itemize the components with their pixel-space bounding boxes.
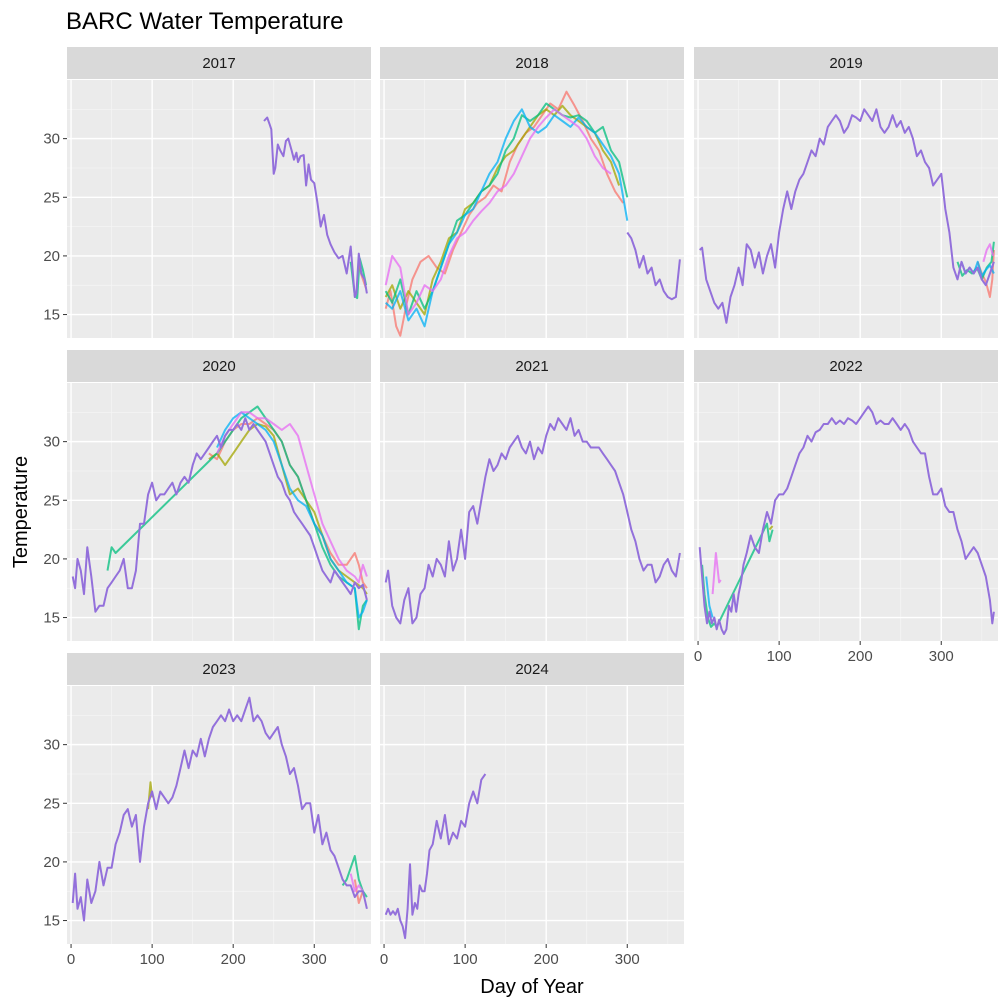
facet-panel-2018: 2018 — [380, 47, 684, 338]
facet-panel-2024: 2024 0 100 200 300 — [380, 653, 684, 968]
series-line-purple — [699, 108, 995, 324]
facet-panels: 2017 15 20 25 30 2018 2019 2020 15 20 25 30 2021 2022… — [43, 47, 998, 968]
series-line-olive — [768, 525, 774, 531]
series-line-blue — [216, 411, 368, 619]
series-line-purple — [384, 773, 487, 940]
series-line-red — [384, 90, 625, 337]
series-line-purple — [71, 696, 368, 922]
facet-strip-label: 2018 — [515, 55, 548, 72]
panel-background — [67, 80, 371, 338]
chart-title: BARC Water Temperature — [66, 8, 343, 35]
series-group — [384, 773, 487, 940]
facet-panel-2017: 2017 15 20 25 30 — [43, 47, 371, 338]
facet-strip-label: 2020 — [202, 358, 235, 375]
facet-strip-label: 2017 — [202, 55, 235, 72]
series-line-olive — [208, 423, 368, 595]
series-group — [263, 116, 368, 300]
x-tick-label: 0 — [380, 951, 388, 968]
panel-background — [380, 383, 684, 641]
series-group — [698, 405, 995, 635]
series-group — [71, 696, 368, 922]
series-group — [71, 405, 368, 631]
facet-panel-2021: 2021 — [380, 350, 684, 641]
facet-strip-label: 2022 — [829, 358, 862, 375]
x-axis-title: Day of Year — [480, 976, 584, 998]
facet-strip-label: 2024 — [515, 661, 548, 678]
y-tick-label: 20 — [43, 854, 60, 871]
series-line-pink — [982, 243, 995, 263]
series-line-pink — [711, 552, 722, 595]
x-tick-label: 200 — [221, 951, 246, 968]
series-line-purple — [698, 405, 995, 635]
x-tick-label: 200 — [848, 648, 873, 665]
facet-strip — [380, 47, 684, 79]
facet-strip-label: 2019 — [829, 55, 862, 72]
panel-background — [694, 80, 998, 338]
series-line-green — [701, 522, 774, 628]
panel-background — [67, 686, 371, 944]
y-tick-label: 30 — [43, 131, 60, 148]
facet-strip — [380, 350, 684, 382]
series-line-green — [384, 102, 629, 316]
facet-strip — [380, 653, 684, 685]
y-tick-label: 25 — [43, 189, 60, 206]
y-tick-label: 20 — [43, 551, 60, 568]
series-line-blue — [705, 576, 714, 618]
panel-background — [67, 383, 371, 641]
y-tick-label: 15 — [43, 307, 60, 324]
panel-background — [380, 686, 684, 944]
x-tick-label: 300 — [615, 951, 640, 968]
facet-strip — [67, 350, 371, 382]
series-line-red — [353, 879, 364, 904]
y-tick-label: 15 — [43, 913, 60, 930]
facet-strip — [694, 350, 998, 382]
series-group — [699, 108, 995, 324]
series-line-purple — [263, 116, 368, 298]
y-tick-label: 30 — [43, 434, 60, 451]
facet-strip-label: 2023 — [202, 661, 235, 678]
series-line-pink — [384, 108, 612, 316]
series-line-purple — [626, 231, 681, 301]
x-tick-label: 100 — [767, 648, 792, 665]
y-tick-label: 30 — [43, 737, 60, 754]
y-tick-label: 25 — [43, 492, 60, 509]
series-line-purple — [384, 417, 681, 625]
facet-panel-2019: 2019 — [694, 47, 998, 338]
facet-strip — [694, 47, 998, 79]
y-tick-label: 15 — [43, 610, 60, 627]
series-group — [384, 90, 681, 337]
series-line-purple — [71, 417, 368, 613]
series-line-pink — [349, 873, 364, 893]
x-tick-label: 200 — [534, 951, 559, 968]
x-tick-label: 0 — [694, 648, 702, 665]
y-tick-label: 25 — [43, 795, 60, 812]
series-line-pink — [216, 411, 368, 584]
x-tick-label: 300 — [929, 648, 954, 665]
panel-background — [694, 383, 998, 641]
facet-panel-2022: 2022 0 100 200 300 — [694, 350, 998, 665]
x-tick-label: 0 — [67, 951, 75, 968]
facet-strip — [67, 47, 371, 79]
facet-strip — [67, 653, 371, 685]
series-line-blue — [385, 108, 629, 328]
facet-panel-2020: 2020 15 20 25 30 — [43, 350, 371, 641]
x-tick-label: 100 — [140, 951, 165, 968]
x-tick-label: 300 — [302, 951, 327, 968]
series-group — [384, 417, 681, 625]
facet-strip-label: 2021 — [515, 358, 548, 375]
y-axis-title: Temperature — [10, 456, 32, 568]
y-tick-label: 20 — [43, 248, 60, 265]
x-tick-label: 100 — [453, 951, 478, 968]
